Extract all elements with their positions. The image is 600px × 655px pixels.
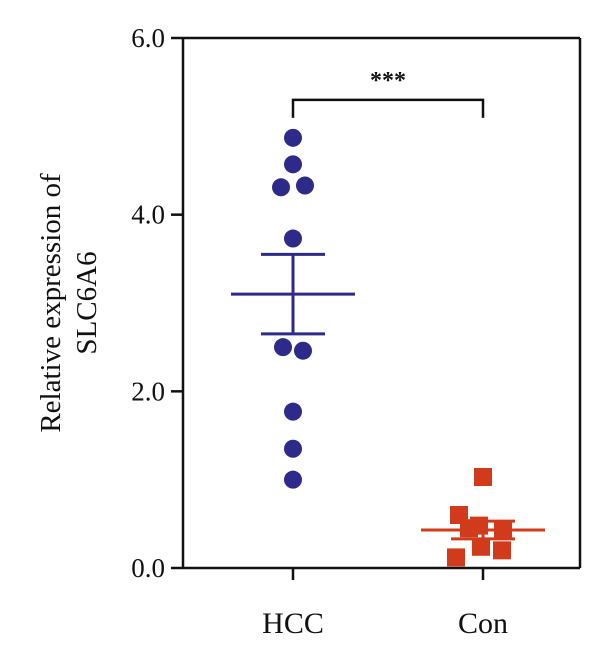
x-category-label: HCC bbox=[262, 607, 324, 640]
y-tick-label: 2.0 bbox=[131, 376, 165, 406]
hcc-point bbox=[284, 155, 302, 174]
y-tick-label: 4.0 bbox=[131, 200, 165, 230]
y-tick-label: 6.0 bbox=[131, 23, 165, 53]
con-point bbox=[447, 548, 465, 567]
x-category-label: Con bbox=[458, 607, 508, 640]
hcc-point bbox=[274, 338, 292, 357]
con-point bbox=[474, 468, 492, 487]
hcc-point bbox=[284, 402, 302, 421]
con-point bbox=[470, 516, 488, 535]
axes bbox=[171, 36, 582, 580]
con-point bbox=[494, 521, 512, 540]
y-axis-title: Relative expression of SLC6A6 bbox=[35, 173, 103, 433]
y-axis-title-line: Relative expression of bbox=[35, 173, 67, 433]
hcc-point bbox=[284, 229, 302, 248]
hcc-point bbox=[294, 341, 312, 360]
hcc-point bbox=[272, 178, 290, 197]
hcc-point bbox=[284, 128, 302, 147]
significance-label: *** bbox=[370, 68, 406, 94]
significance-bracket bbox=[291, 98, 485, 118]
con-point bbox=[493, 541, 511, 560]
y-tick-label: 0.0 bbox=[131, 553, 165, 583]
hcc-point bbox=[296, 176, 314, 195]
hcc-point bbox=[284, 470, 302, 489]
y-axis-title-line: SLC6A6 bbox=[71, 251, 103, 354]
con-point bbox=[472, 537, 490, 556]
hcc-point bbox=[284, 439, 302, 458]
chart-labels: 0.0 2.0 4.0 6.0 HCC Con Relative expression of… bbox=[35, 23, 508, 640]
chart-marks bbox=[231, 98, 545, 567]
